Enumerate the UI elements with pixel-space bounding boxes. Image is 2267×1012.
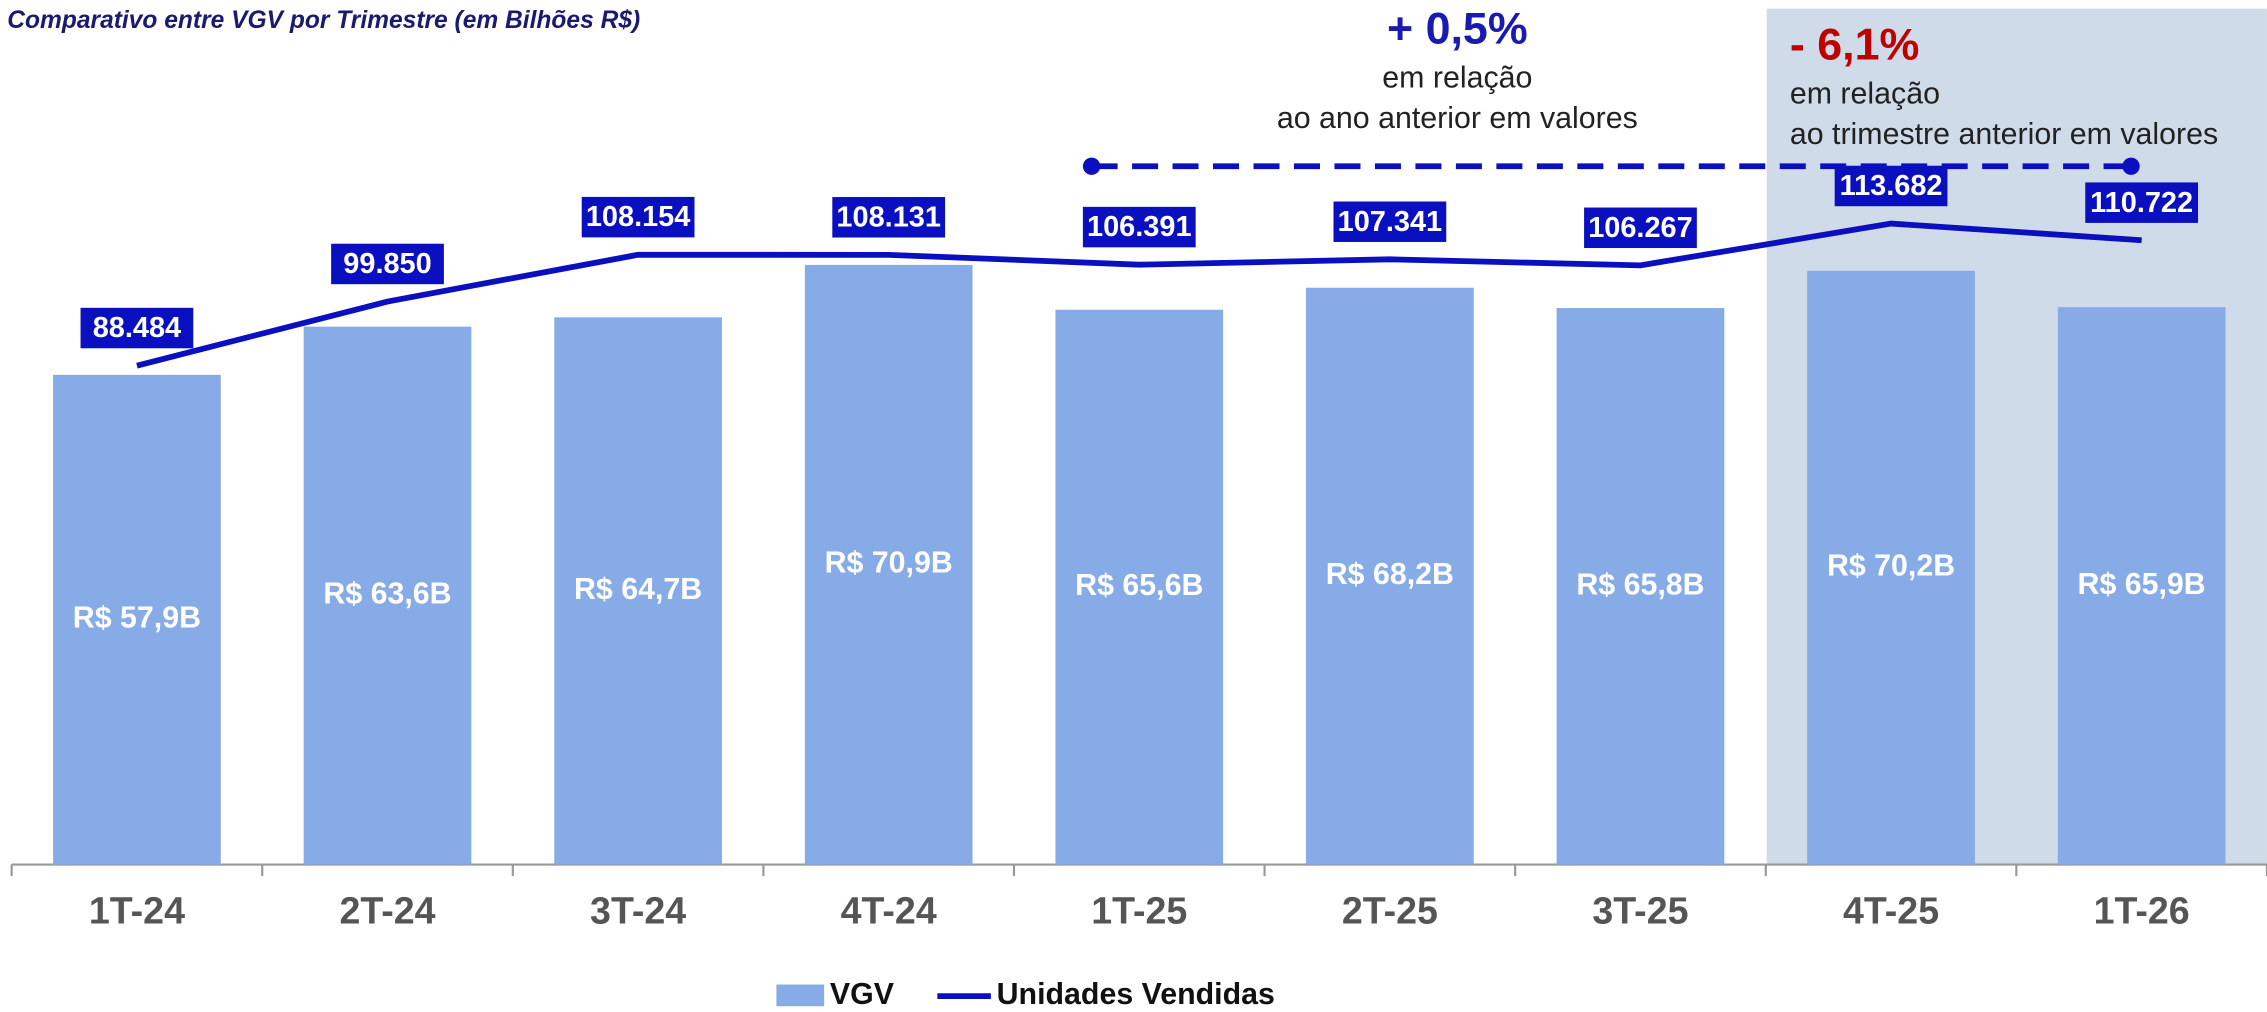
line-label-box: [832, 197, 946, 238]
annotation-headline: + 0,5%: [1387, 4, 1528, 54]
bar: [1807, 270, 1975, 865]
bar-value-label: R$ 70,2B: [1827, 550, 1955, 583]
legend-swatch: [776, 984, 825, 1007]
annotation-text: ao ano anterior em valores: [1277, 102, 1638, 135]
comparison-dot: [2122, 157, 2140, 175]
bar: [804, 264, 973, 865]
x-tick-label: 4T-25: [1843, 890, 1939, 932]
bar: [53, 374, 221, 865]
annotation-text: ao trimestre anterior em valores: [1790, 118, 2218, 151]
line-label-box: [581, 196, 695, 238]
bar-value-label: R$ 65,9B: [2078, 568, 2206, 601]
line-label-box: [80, 307, 194, 349]
line-value-label: 106.391: [1087, 211, 1191, 243]
line-value-label: 106.267: [1588, 212, 1693, 244]
line-value-label: 113.682: [1840, 170, 1943, 202]
line-value-label: 110.722: [2090, 187, 2193, 219]
bar: [2057, 307, 2226, 865]
annotation-headline: - 6,1%: [1790, 20, 1919, 70]
bar: [1306, 287, 1474, 865]
x-tick-label: 3T-25: [1592, 890, 1688, 932]
x-tick-label: 1T-26: [2094, 890, 2190, 932]
x-tick-label: 3T-24: [590, 890, 686, 932]
line-label-box: [331, 243, 444, 285]
line-label-box: [1333, 201, 1447, 242]
line: [136, 220, 2142, 369]
annotation-text: em relação: [1382, 62, 1532, 95]
legend-label: Unidades Vendidas: [997, 978, 1275, 1011]
bar-value-label: R$ 68,2B: [1326, 558, 1454, 591]
comparison-dot: [1082, 157, 1101, 175]
x-tick-label: 4T-24: [841, 890, 937, 932]
line-value-label: 108.154: [586, 201, 691, 233]
annotation-text: em relação: [1790, 77, 1940, 110]
line-label-box: [1082, 206, 1196, 248]
bar: [554, 317, 722, 865]
line-value-label: 107.341: [1338, 206, 1443, 238]
line-label-box: [1584, 207, 1697, 249]
bar: [1556, 308, 1725, 865]
bar-value-label: R$ 65,6B: [1075, 569, 1203, 602]
bar: [1055, 309, 1224, 865]
bar: [303, 326, 472, 865]
line-value-label: 88.484: [93, 312, 181, 344]
bar-value-label: R$ 63,6B: [323, 578, 451, 611]
legend-label: VGV: [830, 978, 895, 1011]
line-label-box: [2085, 182, 2199, 223]
line-value-label: 108.131: [836, 201, 940, 233]
chart-title: Comparativo entre VGV por Trimestre (em …: [7, 7, 640, 34]
bar-value-label: R$ 70,9B: [825, 547, 953, 580]
bar-value-label: R$ 57,9B: [73, 602, 201, 635]
x-tick-label: 2T-25: [1342, 890, 1438, 932]
line-value-label: 99.850: [343, 248, 431, 280]
bar-value-label: R$ 64,7B: [574, 573, 702, 606]
bar-value-label: R$ 65,8B: [1576, 568, 1704, 601]
line-label-box: [1834, 165, 1948, 207]
x-tick-label: 1T-25: [1091, 890, 1187, 932]
x-tick-label: 2T-24: [339, 890, 435, 932]
x-tick-label: 1T-24: [89, 890, 185, 932]
